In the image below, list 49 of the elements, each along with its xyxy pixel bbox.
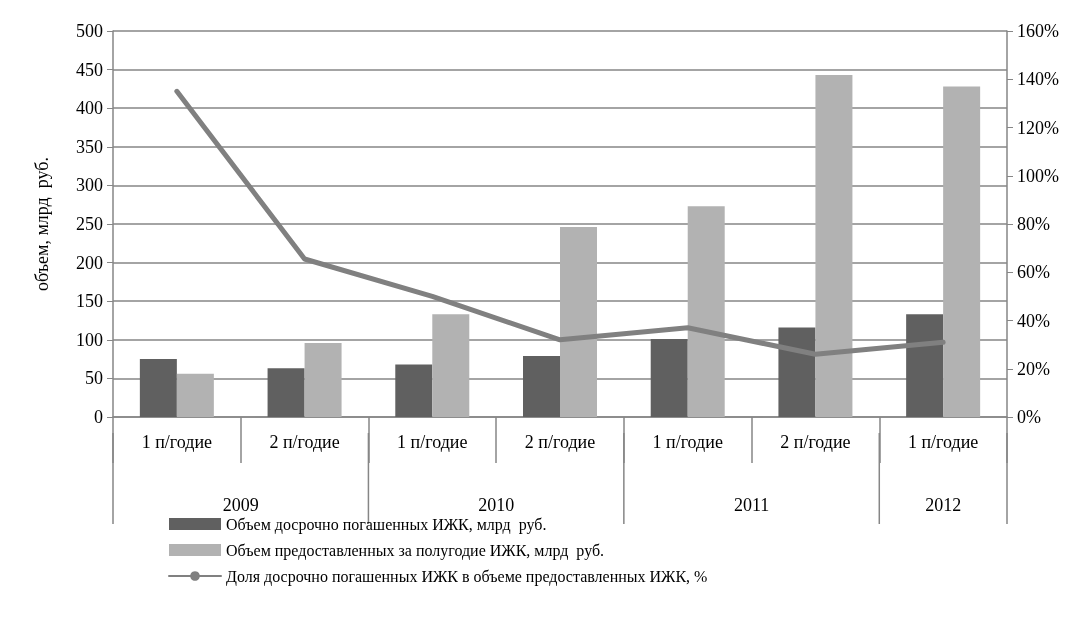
y-tick-label: 100 xyxy=(76,329,103,350)
y2-tick-label: 0% xyxy=(1017,407,1041,427)
y-tick-label: 400 xyxy=(76,98,103,119)
y2-tick-label: 20% xyxy=(1017,358,1050,379)
x-tick-label: 1 п/годие xyxy=(397,432,468,452)
y-tick-label: 250 xyxy=(76,214,103,234)
y2-tick-label: 80% xyxy=(1017,214,1050,234)
legend-label: Объем предоставленных за полугодие ИЖК, млрд руб. xyxy=(226,541,605,560)
bar xyxy=(267,368,305,417)
y-tick-label: 500 xyxy=(76,21,103,41)
x-tick-label: 1 п/годие xyxy=(141,432,213,452)
bar xyxy=(139,359,177,417)
y-tick-label: 150 xyxy=(76,291,103,312)
bar xyxy=(432,314,470,417)
x-tick-label: 1 п/годие xyxy=(907,432,979,452)
x-tick-label: 2 п/годие xyxy=(780,432,851,452)
text: 2012 xyxy=(925,495,962,515)
text: 2009 xyxy=(222,495,259,515)
y-tick-label: 350 xyxy=(76,136,103,157)
y-axis-title: объем, млрд руб. xyxy=(32,157,52,291)
y2-tick-label: 120% xyxy=(1017,117,1059,138)
y2-tick-label: 40% xyxy=(1017,310,1050,331)
y2-tick-label: 100% xyxy=(1017,165,1059,186)
text: 2010 xyxy=(478,495,515,515)
text: 2011 xyxy=(733,495,770,515)
y-tick-label: 50 xyxy=(85,368,103,389)
bar xyxy=(815,75,853,417)
bar xyxy=(395,364,433,417)
bar xyxy=(906,314,944,417)
bar xyxy=(650,339,688,417)
x-tick-label: 1 п/годие xyxy=(652,432,723,452)
legend-label: Доля досрочно погашенных ИЖК в объеме предоставленных ИЖК, % xyxy=(226,567,708,586)
y-tick-label: 450 xyxy=(76,59,103,80)
x-tick-label: 2 п/годие xyxy=(524,432,596,452)
bar xyxy=(304,342,342,417)
bar xyxy=(778,327,816,417)
bar xyxy=(943,86,981,417)
y2-tick-label: 60% xyxy=(1017,262,1050,283)
y-tick-label: 300 xyxy=(76,175,103,196)
bar xyxy=(523,356,560,417)
y-tick-label: 200 xyxy=(76,252,103,273)
bar xyxy=(687,206,725,417)
bar xyxy=(176,373,214,417)
x-tick-label: 2 п/годие xyxy=(269,432,340,452)
y-tick-label: 0 xyxy=(94,407,103,427)
y2-tick-label: 160% xyxy=(1017,21,1059,41)
y2-tick-label: 140% xyxy=(1017,69,1059,90)
bar xyxy=(560,227,597,417)
legend-label: Объем досрочно погашенных ИЖК, млрд руб. xyxy=(226,515,547,534)
